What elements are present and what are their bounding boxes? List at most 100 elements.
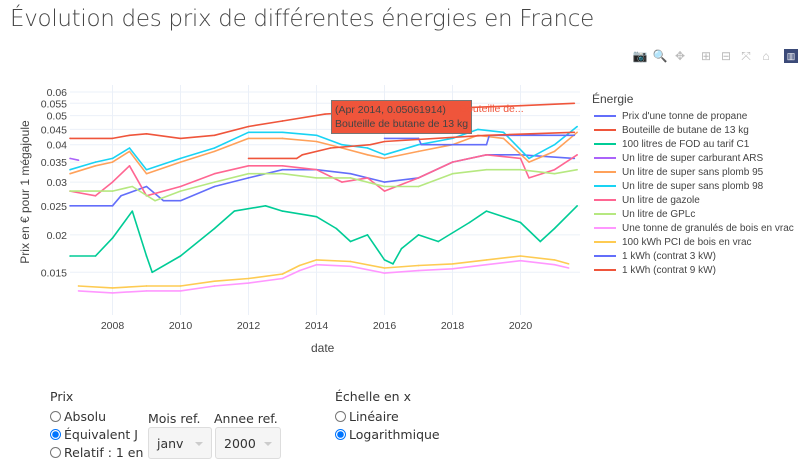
camera-icon[interactable]: 📷 (632, 49, 648, 63)
series-line-4[interactable] (69, 131, 578, 175)
radio-option[interactable]: Linéaire (335, 407, 440, 425)
data-point (420, 143, 423, 146)
data-point (120, 195, 122, 197)
data-point (281, 165, 284, 167)
legend-item[interactable]: Une tonne de granulés de bois en vrac (592, 221, 794, 235)
legend-item[interactable]: Un litre de gazole (592, 193, 794, 207)
data-point (247, 137, 250, 140)
data-point (576, 205, 578, 207)
data-point (468, 221, 471, 224)
data-point (69, 172, 71, 175)
data-point (383, 259, 386, 261)
hover-tooltip: (Apr 2014, 0.05061914) Bouteille de buta… (331, 100, 473, 134)
data-point (437, 240, 440, 243)
data-point (383, 154, 386, 156)
radio-label: Logarithmique (349, 426, 440, 442)
data-point (502, 215, 505, 218)
annee-ref-select[interactable]: 2000 (215, 427, 281, 459)
legend-item[interactable]: Un litre de super carburant ARS (592, 151, 794, 165)
autoscale-icon[interactable]: ⤧ (741, 48, 751, 63)
data-point (383, 190, 386, 192)
legend-swatch (594, 213, 616, 215)
data-point (247, 165, 250, 167)
mois-ref-select[interactable]: janv (148, 427, 212, 459)
data-point (111, 292, 114, 294)
data-point (485, 143, 488, 146)
data-point (383, 181, 386, 183)
data-point (417, 177, 420, 179)
zoom-out-icon[interactable]: ⊟ (720, 49, 732, 63)
legend-item[interactable]: 1 kWh (contrat 3 kW) (592, 249, 794, 263)
data-point (553, 150, 556, 153)
data-point (417, 269, 420, 272)
annee-ref-value: 2000 (224, 436, 256, 451)
legend-item[interactable]: Prix d'une tonne de propane (592, 109, 794, 123)
x-tick-label: 2014 (305, 320, 329, 332)
data-point (213, 172, 216, 175)
series-line-5[interactable] (69, 125, 578, 171)
data-point (528, 177, 530, 179)
data-point (111, 237, 114, 239)
legend-item[interactable]: Bouteille de butane de 13 kg (592, 123, 794, 137)
series-line-8[interactable] (78, 259, 569, 294)
zoom-icon[interactable]: 🔍 (652, 49, 668, 63)
series-line-3[interactable] (69, 157, 79, 161)
data-point (213, 285, 216, 287)
radio-input[interactable] (335, 410, 346, 422)
data-point (111, 205, 114, 207)
data-point (128, 150, 131, 153)
annee-ref-label: Annee ref. (214, 411, 278, 426)
data-point (335, 227, 338, 230)
data-point (281, 273, 284, 275)
plotly-logo-icon[interactable]: ▥ (784, 49, 798, 63)
data-point (400, 247, 403, 250)
data-point (502, 137, 505, 140)
data-point (145, 290, 148, 292)
data-point (111, 287, 114, 289)
data-point (213, 185, 216, 188)
legend-item[interactable]: Un litre de GPLc (592, 207, 794, 221)
chevron-down-icon (195, 442, 203, 446)
radio-input[interactable] (335, 428, 346, 440)
data-point (94, 161, 97, 163)
radio-input[interactable] (50, 428, 61, 440)
modebar: 📷 🔍 ✥ ⊞ ⊟ ⤧ ⌂ ▥ (632, 48, 798, 64)
data-point (519, 255, 522, 257)
radio-input[interactable] (50, 410, 61, 422)
data-point (576, 168, 578, 171)
data-point (383, 157, 386, 160)
pan-icon[interactable]: ✥ (674, 49, 686, 63)
radio-option[interactable]: Équivalent J (50, 425, 143, 443)
chart-title: Évolution des prix de différentes énergi… (10, 6, 594, 32)
data-point (417, 150, 420, 153)
data-point (392, 263, 394, 265)
legend-item[interactable]: 100 kWh PCI de bois en vrac (592, 235, 794, 249)
data-point (213, 280, 216, 283)
radio-option[interactable]: Logarithmique (335, 425, 440, 443)
legend-label: Un litre de gazole (622, 194, 700, 206)
legend-item[interactable]: 1 kWh (contrat 9 kW) (592, 263, 794, 277)
zoom-in-icon[interactable]: ⊞ (700, 49, 712, 63)
data-point (576, 131, 578, 134)
series-line-6[interactable] (69, 154, 578, 197)
y-tick-label: 0.02 (47, 230, 68, 242)
home-icon[interactable]: ⌂ (762, 49, 770, 63)
legend-item[interactable]: 100 litres de FOD au tarif C1 (592, 137, 794, 151)
data-point (366, 234, 369, 236)
legend-item[interactable]: Un litre de super sans plomb 98 (592, 179, 794, 193)
tooltip-coords: (Apr 2014, 0.05061914) (335, 104, 446, 116)
radio-option[interactable]: Absolu (50, 407, 143, 425)
data-point (179, 157, 182, 160)
radio-option[interactable]: Relatif : 1 en (50, 443, 143, 461)
series-line-11[interactable] (248, 131, 575, 160)
radio-input[interactable] (50, 446, 61, 458)
data-point (69, 157, 71, 160)
legend-item[interactable]: Un litre de super sans plomb 95 (592, 165, 794, 179)
data-point (69, 190, 71, 192)
data-point (502, 131, 505, 134)
data-point (315, 177, 318, 179)
data-point (154, 199, 156, 202)
data-point (162, 199, 165, 202)
data-point (179, 199, 182, 202)
